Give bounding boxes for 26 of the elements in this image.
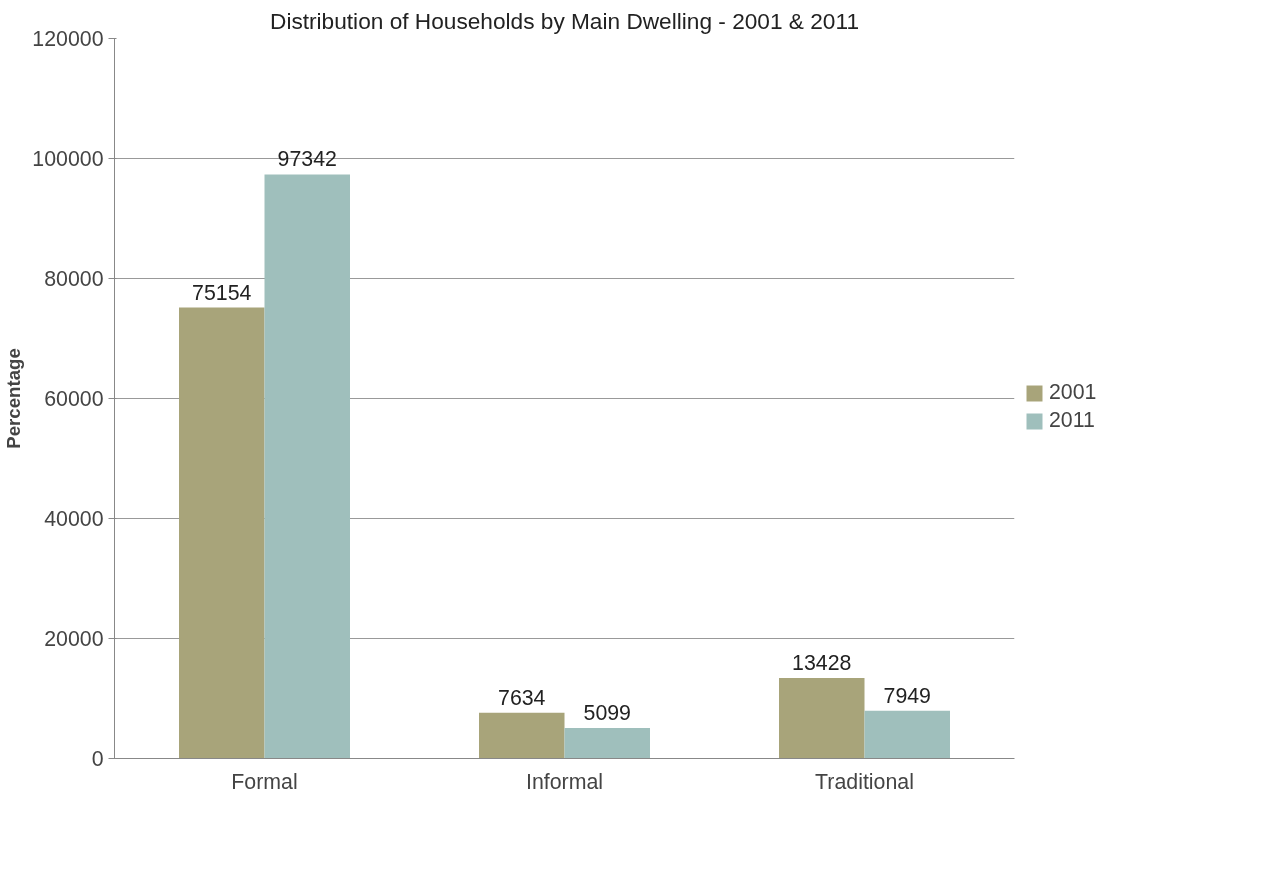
data-label: 75154	[192, 280, 252, 305]
x-tick-label: Traditional	[815, 769, 914, 794]
bar	[779, 677, 865, 759]
data-label: 13428	[792, 650, 852, 675]
bar	[179, 307, 265, 759]
data-label: 5099	[583, 700, 631, 725]
bar	[264, 174, 350, 759]
y-tick-label: 40000	[44, 507, 104, 531]
y-tick-label: 80000	[44, 267, 104, 291]
chart-title: Distribution of Households by Main Dwelling - 2001 & 2011	[270, 7, 859, 34]
bar	[564, 727, 650, 759]
y-tick-label: 100000	[32, 147, 104, 171]
bar	[479, 712, 565, 759]
y-tick-label: 0	[91, 747, 104, 771]
y-axis-title: Percentage	[3, 348, 25, 449]
y-tick-label: 60000	[44, 387, 104, 411]
x-tick-label: Formal	[231, 769, 298, 794]
bar	[864, 710, 950, 759]
y-tick-label: 120000	[32, 27, 104, 51]
y-tick-label: 20000	[44, 627, 104, 651]
data-label: 97342	[277, 147, 337, 172]
x-tick-label: Informal	[525, 769, 604, 794]
data-label: 7634	[498, 685, 546, 710]
legend-label: 2001	[1049, 380, 1097, 405]
legend-label: 2011	[1049, 408, 1095, 433]
data-label: 7949	[883, 683, 931, 708]
